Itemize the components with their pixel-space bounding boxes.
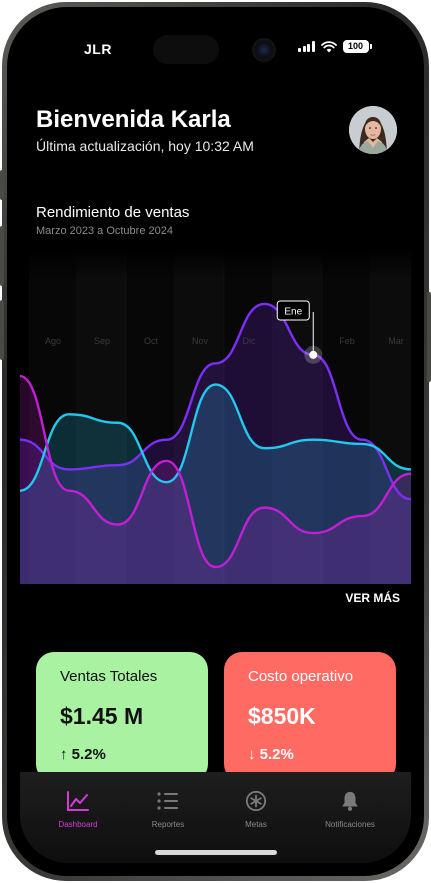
action-button	[0, 170, 4, 200]
chart-top-fade	[20, 250, 411, 280]
chart-subtitle: Marzo 2023 a Octubre 2024	[36, 225, 173, 237]
tab-notificaciones[interactable]: Notificaciones	[302, 790, 398, 829]
signal-icon	[298, 41, 315, 52]
grid-column	[372, 250, 411, 584]
greeting-title: Bienvenida Karla	[36, 106, 231, 133]
series-area	[20, 303, 411, 584]
highlight-tooltip	[276, 300, 310, 321]
chart-title: Rendimiento de ventas	[36, 204, 190, 221]
series-line	[20, 302, 411, 501]
dynamic-island	[153, 35, 219, 64]
grid-column	[29, 250, 77, 584]
x-tick-label: Ago	[45, 336, 61, 346]
x-tick-label: Sep	[94, 336, 110, 346]
wifi-icon	[320, 40, 337, 52]
series-line	[20, 374, 411, 569]
card-value: $1.45 M	[60, 703, 144, 729]
tab-reportes[interactable]: Reportes	[120, 790, 216, 829]
arrow-up-icon: ↑	[60, 746, 68, 763]
sales-chart: Ago Sep Oct Nov Dic Feb Mar Ene	[20, 250, 411, 626]
tab-metas[interactable]: Metas	[208, 790, 304, 829]
x-tick-label: Feb	[339, 336, 355, 346]
status-icons: 100	[298, 40, 372, 53]
tooltip-label: Ene	[284, 307, 302, 318]
card-change-value: 5.2%	[259, 746, 294, 763]
x-tick-label: Nov	[192, 336, 209, 346]
tab-label: Reportes	[151, 820, 185, 829]
tab-dashboard[interactable]: Dashboard	[30, 790, 126, 829]
grid-column	[176, 250, 224, 584]
card-label: Ventas Totales	[60, 668, 158, 685]
arrow-down-icon: ↓	[248, 746, 256, 763]
total-sales-card[interactable]: Ventas Totales $1.45 M ↑ 5.2%	[36, 652, 208, 782]
home-indicator[interactable]	[155, 850, 277, 855]
tab-label: Notificaciones	[325, 820, 375, 829]
see-more-button[interactable]: VER MÁS	[320, 588, 400, 608]
target-icon	[245, 790, 267, 812]
x-tick-label: Mar	[388, 336, 404, 346]
battery-icon: 100	[342, 40, 372, 53]
list-icon	[157, 792, 178, 810]
card-change-value: 5.2%	[71, 746, 106, 763]
camera-icon	[252, 38, 276, 62]
tab-bar: Dashboard Reportes Metas Notificaciones	[20, 772, 411, 863]
power-button	[427, 292, 431, 382]
series-line	[20, 383, 411, 492]
chart-line-icon	[67, 791, 89, 811]
card-label: Costo operativo	[248, 668, 354, 685]
tab-label: Dashboard	[58, 820, 98, 829]
data-point-marker	[309, 350, 318, 359]
tab-label: Metas	[245, 820, 267, 829]
volume-down-button	[0, 300, 4, 360]
card-change: ↓ 5.2%	[248, 746, 372, 763]
chart-bottom-fade	[20, 584, 411, 626]
volume-up-button	[0, 226, 4, 286]
screen: JLR 100 Bienvenida Karla Última actualiz…	[20, 20, 411, 863]
avatar[interactable]	[349, 106, 397, 154]
series-area	[20, 376, 411, 584]
x-tick-label: Oct	[144, 336, 159, 346]
card-change: ↑ 5.2%	[60, 746, 184, 763]
bell-icon	[342, 791, 358, 811]
grid-column	[127, 250, 175, 584]
x-tick-label: Dic	[243, 336, 256, 346]
status-bar: JLR 100	[20, 20, 411, 80]
card-value: $850K	[248, 703, 316, 729]
grid-column	[225, 250, 273, 584]
last-updated-text: Última actualización, hoy 10:32 AM	[36, 138, 254, 154]
carrier-label: JLR	[84, 41, 112, 57]
operating-cost-card[interactable]: Costo operativo $850K ↓ 5.2%	[224, 652, 396, 782]
